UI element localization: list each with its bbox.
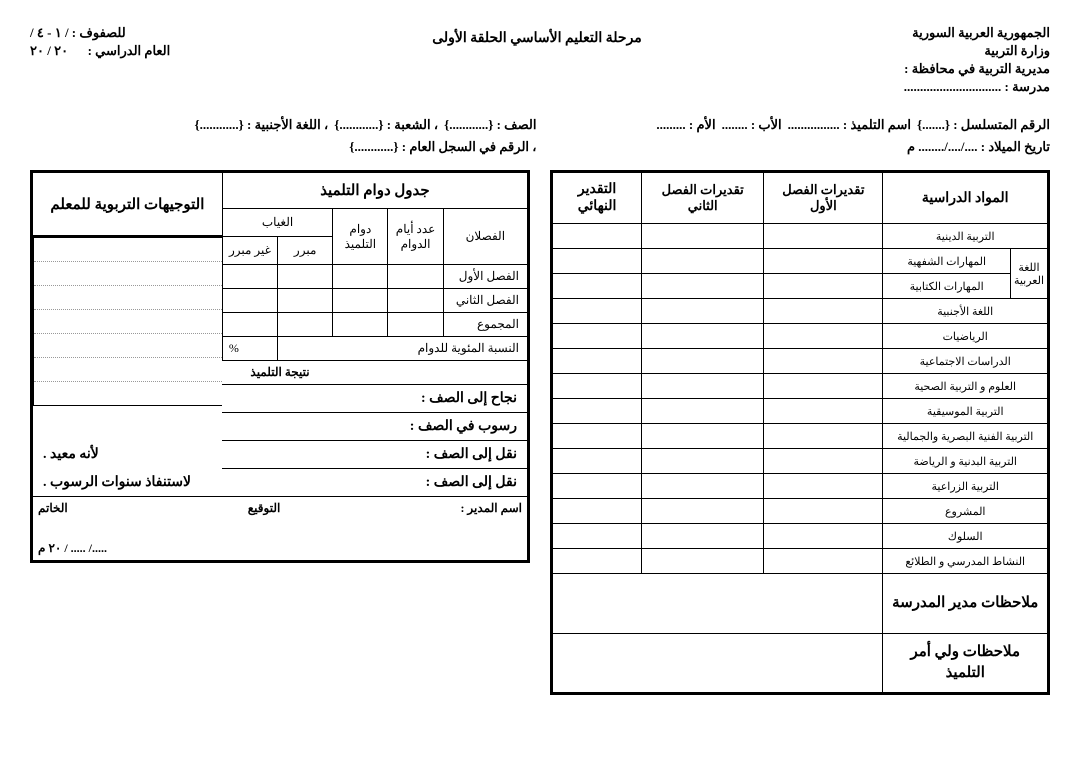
table-row: المشروع: [552, 499, 1049, 524]
table-row: السلوك: [552, 524, 1049, 549]
grades: للصفوف : / ١ - ٤ /: [30, 25, 170, 41]
result-row: نقل إلى الصف :لأنه معيد .: [32, 441, 529, 469]
subjects-table: المواد الدراسية تقديرات الفصل الأول تقدي…: [550, 170, 1050, 695]
col-subjects: المواد الدراسية: [883, 172, 1049, 224]
header-row: المواد الدراسية تقديرات الفصل الأول تقدي…: [552, 172, 1049, 224]
ministry: وزارة التربية: [904, 43, 1050, 59]
notes-guardian-label: ملاحظات ولي أمر التلميذ: [883, 636, 1047, 690]
table-row: التربية الدينية: [552, 224, 1049, 249]
dob: تاريخ الميلاد : ..../..../........ م: [907, 139, 1050, 155]
student-info-line: الرقم المتسلسل : {.......} اسم التلميذ :…: [30, 117, 1050, 155]
col-absence: الغياب: [222, 209, 332, 237]
notes-principal-label: ملاحظات مدير المدرسة: [883, 587, 1047, 620]
student-name: اسم التلميذ : ................: [788, 117, 911, 133]
table-row: التربية البدنية و الرياضة: [552, 449, 1049, 474]
attendance-title: جدول دوام التلميذ: [222, 172, 528, 209]
attendance-column: جدول دوام التلميذ التوجيهات التربوية للم…: [30, 170, 530, 695]
result-row: رسوب في الصف :: [32, 413, 529, 441]
table-row: التربية الموسيقية: [552, 399, 1049, 424]
section: ، الشعبة : {............}: [334, 117, 438, 133]
notes-principal-row: ملاحظات مدير المدرسة: [552, 574, 1049, 634]
result-row: نجاح إلى الصف :: [32, 385, 529, 413]
col-days: عدد أيام الدوام: [388, 209, 443, 265]
table-row: اللغة الأجنبية: [552, 299, 1049, 324]
table-row: النشاط المدرسي و الطلائع: [552, 549, 1049, 574]
notes-guardian-row: ملاحظات ولي أمر التلميذ: [552, 634, 1049, 694]
signature-row: اسم المدير : التوقيع الخاتم ...../ .....…: [32, 497, 529, 562]
signature-line: اسم المدير : التوقيع الخاتم: [38, 501, 522, 516]
table-row: الرياضيات: [552, 324, 1049, 349]
subjects-column: المواد الدراسية تقديرات الفصل الأول تقدي…: [550, 170, 1050, 695]
date-line: ...../ ..... / ٢٠ م: [38, 541, 522, 556]
stage: مرحلة التعليم الأساسي الحلقة الأولى: [432, 30, 642, 47]
header-right: الجمهورية العربية السورية وزارة التربية …: [904, 25, 1050, 97]
col-attendance: دوام التلميذ: [333, 209, 388, 265]
page-header: الجمهورية العربية السورية وزارة التربية …: [30, 25, 1050, 97]
father: الأب : ........: [722, 117, 782, 133]
register-no: ، الرقم في السجل العام : {............}: [349, 139, 536, 155]
col-excused: مبرر: [278, 237, 333, 265]
result-row: نقل إلى الصف :لاستنفاذ سنوات الرسوب .: [32, 469, 529, 497]
guidance-title: التوجيهات التربوية للمعلم: [32, 172, 223, 237]
notes-principal-area: [552, 574, 883, 634]
result-title-row: نتيجة التلميذ: [32, 361, 529, 385]
serial: الرقم المتسلسل : {.......}: [917, 117, 1050, 133]
table-row: العلوم و التربية الصحية: [552, 374, 1049, 399]
attendance-title-row: جدول دوام التلميذ التوجيهات التربوية للم…: [32, 172, 529, 209]
col-semesters: الفصلان: [443, 209, 528, 265]
table-row: التربية الفنية البصرية والجمالية: [552, 424, 1049, 449]
school: مدرسة : ..............................: [904, 79, 1050, 95]
col-final: التقدير النهائي: [552, 172, 642, 224]
stamp-label: الخاتم: [38, 501, 68, 516]
country: الجمهورية العربية السورية: [904, 25, 1050, 41]
header-left: للصفوف : / ١ - ٤ / العام الدراسي : ٢٠ / …: [30, 25, 170, 97]
foreign-lang: ، اللغة الأجنبية : {............}: [195, 117, 329, 133]
class: الصف : {............}: [444, 117, 536, 133]
year: العام الدراسي : ٢٠ / ٢٠: [30, 43, 170, 59]
attendance-table: جدول دوام التلميذ التوجيهات التربوية للم…: [30, 170, 530, 563]
table-row: المهارات الكتابية: [552, 274, 1049, 299]
director-label: اسم المدير :: [460, 501, 522, 516]
directorate: مديرية التربية في محافظة :: [904, 61, 1050, 77]
info-right: الرقم المتسلسل : {.......} اسم التلميذ :…: [536, 117, 1050, 155]
col-unexcused: غير مبرر: [222, 237, 277, 265]
notes-guardian-area: [552, 634, 883, 694]
main-content: المواد الدراسية تقديرات الفصل الأول تقدي…: [30, 170, 1050, 695]
col-sem2: تقديرات الفصل الثاني: [642, 172, 764, 224]
mother: الأم : .........: [656, 117, 715, 133]
table-row: الدراسات الاجتماعية: [552, 349, 1049, 374]
header-center: مرحلة التعليم الأساسي الحلقة الأولى: [432, 25, 642, 97]
col-sem1: تقديرات الفصل الأول: [764, 172, 883, 224]
table-row: التربية الزراعية: [552, 474, 1049, 499]
info-left: الصف : {............} ، الشعبة : {......…: [30, 117, 536, 155]
table-row: اللغة العربيةالمهارات الشفهية: [552, 249, 1049, 274]
signature-label: التوقيع: [248, 501, 281, 516]
